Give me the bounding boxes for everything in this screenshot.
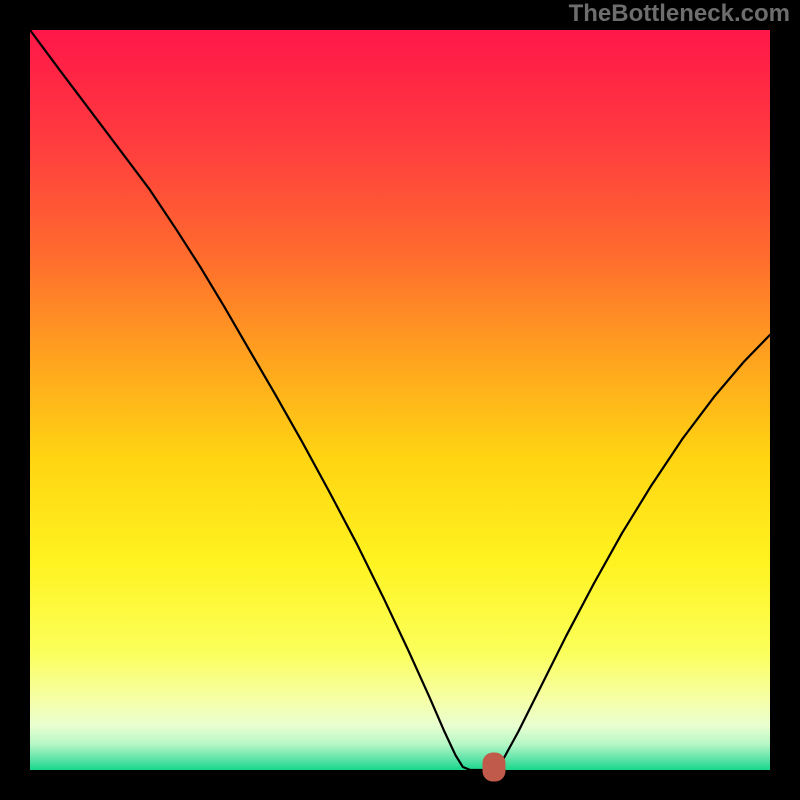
watermark-text: TheBottleneck.com: [569, 0, 790, 28]
plot-background: [30, 30, 770, 770]
optimal-point-marker: [483, 753, 505, 781]
chart-stage: TheBottleneck.com: [0, 0, 800, 800]
chart-svg: [0, 0, 800, 800]
